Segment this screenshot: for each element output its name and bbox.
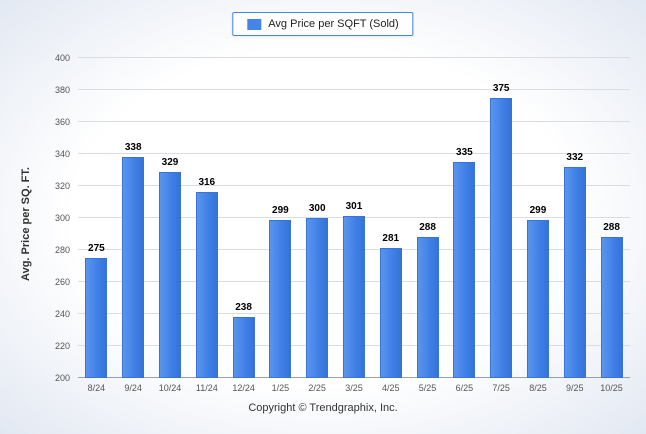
bar	[232, 317, 255, 378]
bar-slot: 288 10/25	[593, 58, 630, 393]
legend-label: Avg Price per SQFT (Sold)	[268, 18, 399, 30]
x-tick-label: 4/25	[382, 383, 400, 393]
bar-slot: 335 6/25	[446, 58, 483, 393]
x-tick-label: 9/24	[124, 383, 142, 393]
bar-value-label: 375	[492, 83, 510, 94]
bar	[563, 166, 586, 378]
bar	[416, 237, 439, 378]
x-tick-label: 9/25	[565, 383, 584, 393]
x-tick-label: 11/24	[195, 383, 218, 393]
y-tick-label: 240	[54, 309, 70, 319]
bar	[342, 216, 365, 378]
bar-value-label: 238	[235, 302, 252, 314]
y-tick-label: 220	[54, 341, 70, 351]
y-tick-label: 400	[54, 53, 70, 63]
x-tick-label: 8/24	[87, 383, 106, 393]
legend-swatch-icon	[247, 18, 262, 30]
bar-slot: 299 8/25	[520, 58, 557, 393]
y-tick-label: 300	[54, 213, 70, 223]
bar-slot: 299 1/25	[262, 58, 299, 393]
x-tick-label: 2/25	[308, 383, 326, 393]
bar	[379, 248, 402, 378]
x-tick-label: 3/25	[345, 383, 363, 393]
y-tick-label: 260	[54, 277, 70, 287]
bar-value-label: 329	[161, 156, 179, 168]
gridline	[78, 121, 630, 122]
bar	[453, 162, 476, 378]
bar-slot: 375 7/25	[483, 58, 520, 393]
bar-slot: 316 11/24	[188, 58, 225, 393]
bar-value-label: 338	[124, 142, 142, 154]
bar-slot: 275 8/24	[78, 58, 115, 393]
bar-value-label: 316	[198, 177, 216, 189]
bars-container: 275 8/24 338 9/24 329 10/24 316 11/24 238 12/24 29…	[78, 58, 630, 393]
bar	[306, 218, 329, 378]
bar	[600, 237, 623, 378]
bar-value-label: 299	[529, 204, 547, 216]
x-tick-label: 6/25	[455, 383, 474, 393]
bar-slot: 329 10/24	[152, 58, 189, 393]
y-tick-label: 340	[54, 149, 70, 159]
copyright-text: Copyright © Trendgraphix, Inc.	[248, 402, 398, 414]
y-axis-title: Avg. Price per SQ. FT.	[20, 167, 32, 281]
gridline	[78, 153, 630, 154]
bar-value-label: 335	[456, 147, 473, 158]
bar-slot: 338 9/24	[115, 58, 152, 393]
bar	[526, 219, 549, 378]
bar	[85, 258, 108, 378]
bar-value-label: 288	[603, 222, 620, 234]
y-tick-label: 200	[54, 373, 70, 383]
gridline	[78, 57, 630, 58]
y-tick-label: 380	[54, 85, 70, 95]
y-tick-label: 280	[54, 245, 70, 255]
bar-value-label: 275	[88, 243, 105, 254]
bar-value-label: 301	[345, 201, 363, 213]
bar-value-label: 281	[382, 233, 400, 245]
x-tick-label: 12/24	[232, 383, 255, 393]
gridline	[78, 185, 630, 186]
x-tick-label: 5/25	[418, 383, 437, 393]
y-tick-label: 320	[54, 181, 70, 191]
bar	[122, 157, 145, 378]
x-tick-label: 10/24	[158, 383, 182, 393]
bar-slot: 300 2/25	[299, 58, 336, 393]
plot-area: 200 220 240 260 280 300 320 340 360 380 400 275 8/24…	[55, 53, 630, 393]
bar	[195, 192, 218, 378]
x-tick-label: 10/25	[600, 383, 623, 393]
x-tick-label: 1/25	[271, 383, 290, 393]
bar-value-label: 300	[308, 203, 326, 214]
bar-value-label: 332	[566, 151, 584, 163]
y-tick-label: 360	[54, 117, 70, 127]
x-tick-label: 7/25	[492, 383, 510, 393]
bar	[490, 98, 513, 378]
bar-slot: 301 3/25	[336, 58, 373, 393]
bar-slot: 288 5/25	[409, 58, 446, 393]
bar-slot: 332 9/25	[556, 58, 593, 393]
bar-value-label: 288	[419, 222, 436, 234]
bar	[158, 171, 181, 378]
bar-slot: 281 4/25	[372, 58, 409, 393]
gridline	[78, 89, 630, 90]
bar-value-label: 299	[272, 204, 289, 216]
bar	[269, 219, 292, 378]
legend: Avg Price per SQFT (Sold)	[232, 12, 414, 36]
x-tick-label: 8/25	[529, 383, 547, 393]
bar-slot: 238 12/24	[225, 58, 262, 393]
